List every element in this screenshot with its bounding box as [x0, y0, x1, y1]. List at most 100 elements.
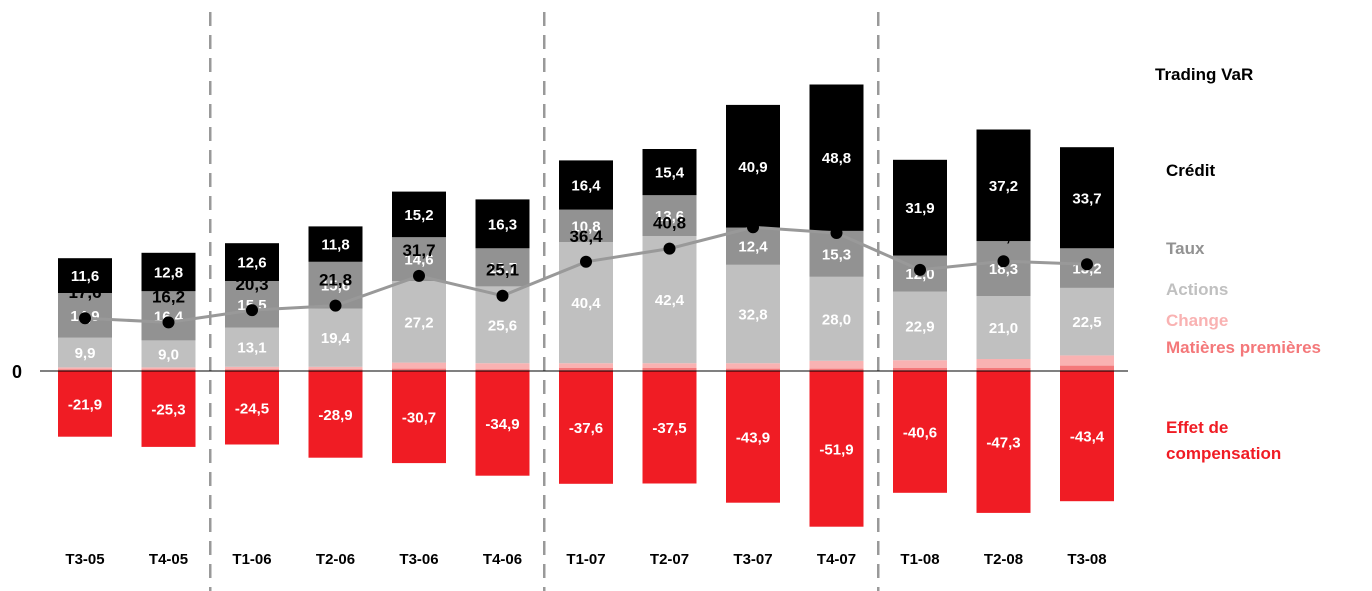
trading-var-label: 33,7	[903, 235, 936, 254]
bar-segment-actions	[225, 327, 279, 367]
trading-var-series: 17,6 16,2 20,3 21,8 31,7 25,1 36,4 40,8 47,9 46,0…	[68, 192, 1104, 329]
trading-var-label: 35,6	[1070, 229, 1103, 248]
category-label: T4-06	[483, 551, 522, 568]
segment-label-credit: 40,9	[738, 159, 767, 176]
bar-segment-credit	[141, 252, 196, 292]
bar-segment-credit	[308, 226, 363, 262]
segment-label-compensation: -37,5	[652, 420, 686, 437]
trading-var-label: 46,0	[820, 198, 853, 217]
bar-segment-taux	[726, 227, 780, 265]
segment-label-credit: 12,6	[237, 255, 266, 272]
trading-var-label: 40,8	[653, 214, 686, 233]
trading-var-label: 20,3	[235, 275, 268, 294]
bar-segment-taux	[475, 248, 530, 287]
bar-segment-compensation	[308, 371, 363, 458]
bar-segment-taux	[141, 291, 196, 341]
trading-var-point	[997, 255, 1010, 268]
bar-segment-change	[475, 363, 530, 370]
category-label: T2-06	[316, 551, 355, 568]
segment-label-actions: 9,0	[158, 346, 179, 363]
legend-item: Taux	[1166, 239, 1205, 258]
trading-var-point	[413, 269, 425, 282]
bar-segment-actions	[726, 264, 780, 364]
segment-label-compensation: -25,3	[151, 401, 185, 418]
bar-segment-change	[308, 366, 363, 370]
trading-var-point	[79, 312, 91, 325]
trading-var-point	[1081, 258, 1093, 271]
bar-segment-actions	[893, 291, 947, 361]
bar-segment-matieres	[642, 368, 697, 371]
trading-var-point	[162, 316, 175, 329]
bar-segment-actions	[58, 337, 112, 368]
segment-label-credit: 16,4	[571, 178, 601, 195]
trading-var-label: 16,2	[152, 287, 185, 306]
bar-segment-actions	[642, 236, 697, 364]
bar-segment-credit	[225, 243, 279, 281]
trading-var-label: 47,9	[736, 192, 769, 211]
bar-segment-credit	[893, 159, 947, 256]
bar-segment-matieres	[225, 369, 279, 371]
segment-label-taux: 12,4	[738, 239, 768, 256]
trading-var-point	[663, 242, 676, 255]
segment-label-actions: 28,0	[822, 311, 851, 328]
segment-label-taux: 15,3	[822, 246, 851, 263]
legend-item: Effet de compensation	[1166, 418, 1281, 463]
trading-var-point	[329, 299, 342, 312]
bar-segment-change	[642, 363, 697, 368]
bar-segment-change	[392, 362, 446, 369]
segment-label-compensation: -37,6	[569, 420, 603, 437]
segment-label-actions: 19,4	[321, 330, 351, 347]
bar-segment-credit	[392, 191, 446, 238]
trading-var-point	[747, 221, 759, 234]
bar-segment-credit	[726, 104, 780, 228]
segment-label-taux: 13,6	[655, 208, 684, 225]
bar-segment-credit	[1060, 147, 1114, 249]
bar-segment-taux	[642, 195, 697, 236]
bar-segment-matieres	[726, 368, 780, 371]
segment-label-compensation: -40,6	[903, 424, 937, 441]
segment-label-compensation: -43,4	[1070, 429, 1105, 446]
category-label: T2-08	[984, 551, 1023, 568]
trading-var-point	[496, 289, 509, 302]
bar-segment-actions	[809, 276, 864, 361]
bar-segment-compensation	[58, 371, 112, 437]
category-label: T3-07	[733, 551, 772, 568]
category-label: T2-07	[650, 551, 689, 568]
bar-segment-credit	[559, 160, 613, 210]
segment-label-credit: 11,8	[321, 237, 349, 254]
legend-line: Effet de	[1166, 418, 1228, 437]
segment-label-actions: 9,9	[75, 345, 96, 362]
bar-segment-compensation	[559, 371, 613, 484]
trading-var-label: 36,4	[569, 227, 603, 246]
bar-segment-compensation	[726, 371, 780, 503]
segment-label-compensation: -47,3	[986, 434, 1020, 451]
segment-label-compensation: -28,9	[318, 407, 352, 424]
bar-segment-change	[225, 366, 279, 370]
segment-label-credit: 15,2	[404, 207, 433, 224]
bar-segment-change	[726, 363, 780, 369]
legend: Trading VaR Crédit Taux Actions Change Matièr…	[1155, 65, 1321, 463]
trading-var-point	[246, 304, 258, 317]
segment-label-taux: 10,8	[571, 218, 600, 235]
legend-item: Matières premières	[1166, 338, 1321, 357]
bar-segment-matieres	[308, 369, 363, 371]
bar-segment-compensation	[809, 371, 864, 527]
bar-segment-compensation	[1060, 371, 1114, 502]
bar-segment-credit	[58, 258, 112, 293]
bar-segment-compensation	[141, 371, 196, 447]
category-label: T4-05	[149, 551, 188, 568]
bar-segment-matieres	[976, 368, 1031, 371]
segment-label-credit: 16,3	[488, 216, 517, 233]
bar-segment-credit	[976, 129, 1031, 242]
legend-item: Trading VaR	[1155, 65, 1253, 84]
segment-label-compensation: -34,9	[485, 416, 519, 433]
bar-segment-matieres	[475, 369, 530, 371]
bar-segment-compensation	[392, 371, 446, 464]
segment-label-actions: 21,0	[989, 320, 1018, 337]
bar-segment-compensation	[976, 371, 1031, 513]
segment-label-credit: 11,6	[71, 268, 99, 285]
legend-line: compensation	[1166, 444, 1281, 463]
bar-segment-compensation	[475, 371, 530, 476]
zero-axis-label: 0	[12, 362, 22, 382]
